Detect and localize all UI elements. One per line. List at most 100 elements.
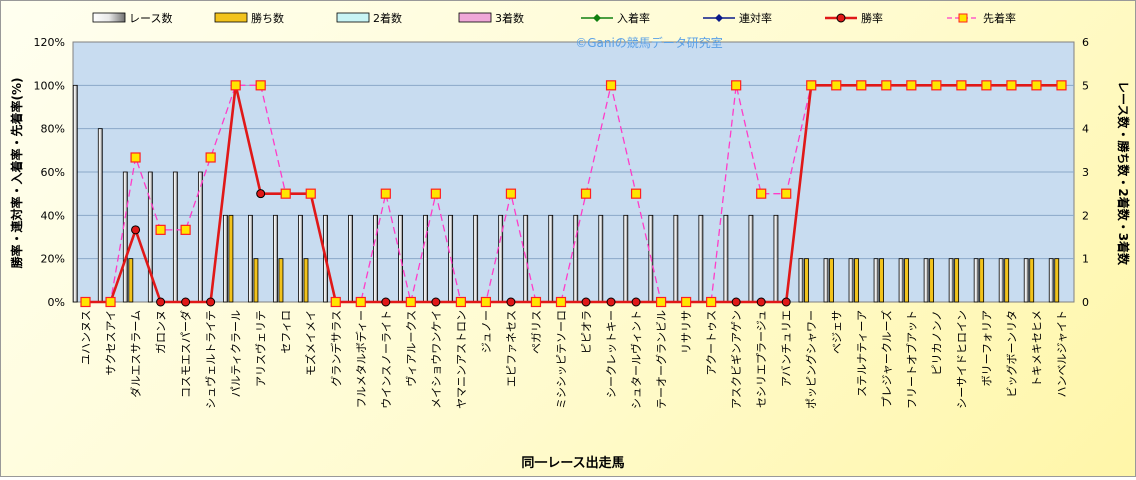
point-先着率 [555, 296, 567, 308]
bar-勝ち数 [879, 258, 884, 303]
point-先着率 [305, 188, 316, 199]
bar-レース数 [373, 214, 378, 303]
bar-レース数 [773, 214, 779, 303]
y-axis-right-label: レース数・勝ち数・2着数・3着数 [1116, 81, 1131, 266]
point-勝率 [431, 297, 441, 307]
point-先着率 [1031, 80, 1042, 91]
bar-レース数 [973, 258, 979, 303]
category-label: ハンベルジャイト [1055, 310, 1068, 397]
category-label: ユハンヌス [80, 310, 93, 365]
point-先着率 [706, 296, 717, 308]
category-label: モズメイメイ [304, 310, 318, 376]
y-axis-left-label: 勝率・連対率・入着率・先着率(%) [9, 78, 24, 269]
point-先着率 [380, 188, 391, 199]
legend: レース数 勝ち数 2着数 3着数 入着率 連対率 勝率 先着率 [92, 11, 1016, 25]
bar-レース数 [248, 214, 253, 303]
point-先着率 [130, 152, 141, 163]
category-label: ペガリス [530, 310, 543, 354]
bar-勝ち数 [1029, 258, 1035, 303]
category-label: ウインスノーライト [380, 310, 393, 409]
legend-marker [593, 14, 601, 22]
y-left-tick-label: 40% [41, 209, 65, 222]
bar-勝ち数 [278, 258, 284, 303]
point-先着率 [881, 80, 892, 91]
category-labels: ユハンヌス サクセスアイ ダルエスサラーム ガロンヌ コスモエスパーダ シュヴェルトライテ… [80, 310, 1069, 409]
legend-swatch [458, 12, 492, 23]
bar-レース数 [398, 214, 403, 303]
point-先着率 [956, 80, 967, 91]
category-label: コスモエスパーダ [179, 310, 193, 398]
legend-label: 先着率 [983, 11, 1016, 25]
bar-勝ち数 [829, 258, 834, 303]
bar-勝ち数 [253, 258, 259, 303]
category-label: シュタールヴィント [629, 310, 643, 409]
series-line-勝率 [85, 84, 1062, 304]
legend-marker [836, 13, 846, 23]
legend-label: 入着率 [617, 11, 650, 25]
category-label: セシリエプラージュ [755, 310, 768, 408]
legend-label: レース数 [129, 12, 172, 25]
category-label: アスクビギンアゲン [730, 310, 743, 409]
bar-レース数 [498, 214, 504, 303]
category-label: ベジェサ [830, 310, 843, 354]
point-勝率 [581, 297, 591, 307]
point-先着率 [530, 296, 542, 308]
bar-レース数 [723, 214, 729, 303]
point-先着率 [906, 80, 917, 91]
bar-勝ち数 [804, 258, 809, 303]
point-先着率 [605, 80, 617, 91]
point-先着率 [230, 80, 241, 91]
lines-layer [80, 80, 1067, 308]
legend-swatch [336, 12, 370, 23]
bar-勝ち数 [1054, 258, 1060, 303]
x-axis-label: 同一レース出走馬 [521, 455, 624, 471]
point-先着率 [480, 296, 492, 308]
bar-レース数 [848, 258, 854, 303]
point-先着率 [80, 296, 91, 308]
category-label: ヴィアルークス [404, 310, 418, 387]
point-勝率 [381, 297, 391, 307]
y-right-tick-label: 3 [1082, 166, 1089, 179]
bar-レース数 [172, 171, 178, 303]
bar-勝ち数 [929, 258, 935, 303]
legend-marker [715, 14, 723, 22]
bar-レース数 [348, 214, 353, 303]
point-勝率 [631, 297, 641, 307]
bar-勝ち数 [954, 258, 960, 303]
point-勝率 [781, 297, 791, 307]
y-left-tick-label: 60% [41, 166, 65, 179]
y-left-tick-label: 120% [34, 36, 65, 49]
bar-レース数 [598, 214, 604, 303]
point-先着率 [681, 296, 692, 308]
bar-レース数 [898, 258, 904, 303]
point-先着率 [505, 188, 517, 199]
category-label: ジュノー [480, 310, 493, 353]
y-right-tick-label: 6 [1082, 36, 1089, 49]
watermark: ©Ganiの競馬データ研究室 [575, 35, 723, 50]
category-label: フルメタルボディー [354, 310, 368, 408]
category-label: アバンチュリエ [780, 310, 793, 387]
bar-レース数 [473, 214, 479, 303]
bar-レース数 [1023, 258, 1029, 303]
bar-レース数 [147, 171, 153, 303]
point-勝率 [731, 297, 741, 307]
category-label: アクートゥス [705, 310, 718, 375]
bar-勝ち数 [854, 258, 859, 303]
legend-swatch [92, 12, 126, 23]
bar-勝ち数 [904, 258, 909, 303]
point-勝率 [506, 297, 516, 307]
point-先着率 [981, 80, 992, 91]
category-label: ボリーフォリア [980, 310, 993, 386]
category-label: シュヴェルトライテ [204, 310, 218, 409]
point-先着率 [731, 80, 742, 91]
point-先着率 [255, 80, 266, 91]
bar-レース数 [97, 128, 103, 303]
y-right-tick-label: 4 [1082, 123, 1089, 136]
category-label: ビッグボーンリタ [1004, 310, 1018, 397]
bar-勝ち数 [303, 258, 309, 303]
bar-勝ち数 [979, 258, 985, 303]
point-先着率 [781, 188, 792, 199]
y-left-tick-label: 0% [48, 296, 65, 309]
category-label: フリートオブアット [904, 310, 918, 409]
